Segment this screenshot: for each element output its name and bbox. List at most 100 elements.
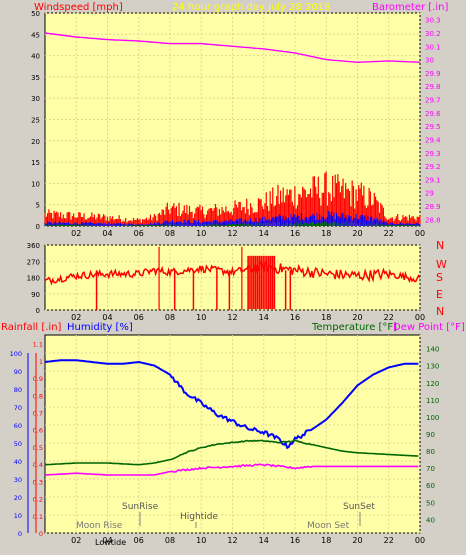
humidity-temperature-panel: 0 10 20 30 40 50 60 70 80 90 10 00 0.1 0.2 0.3 0.4 0.5 0.…	[10, 334, 439, 545]
wind-direction-panel: 0 90 180 270 360 02 04 06 08 10 12 14 16 18 20 22 00	[27, 242, 425, 322]
wind-y-tick: 20	[31, 138, 40, 146]
direction-y-tick: 360	[27, 242, 40, 250]
humidity-x-tick: 14	[259, 536, 269, 545]
direction-y-tick: 90	[31, 291, 40, 299]
humidity-y-tick: 40	[14, 458, 22, 466]
direction-x-tick: 08	[165, 313, 175, 322]
wind-y-tick: 50	[31, 10, 40, 18]
compass-e: E	[436, 288, 443, 301]
sunset-label: SunSet	[343, 502, 375, 512]
rainfall-y-tick: 0.7	[33, 409, 43, 417]
rainfall-y-tick: 0.5	[33, 444, 43, 452]
barometer-y-tick: 29.8	[425, 83, 441, 91]
wind-y-tick: 40	[31, 53, 40, 61]
series-dew-point	[44, 463, 419, 476]
barometer-y-tick: 29.7	[425, 97, 441, 105]
humidity-y-tick: 60	[14, 422, 22, 430]
series-temperature	[44, 439, 419, 466]
barometer-y-tick: 30.1	[425, 43, 441, 51]
humidity-y-tick: 70	[14, 404, 22, 412]
windspeed-label: Windspeed [mph]	[34, 2, 123, 13]
wind-y-tick: 45	[31, 31, 40, 39]
moonrise-label: Moon Rise	[76, 521, 123, 531]
humidity-label: Humidity [%]	[67, 322, 133, 333]
wind-x-tick: 20	[352, 229, 362, 238]
humidity-x-tick: 04	[102, 536, 112, 545]
wind-x-tick: 18	[321, 229, 331, 238]
temperature-y-tick: 60	[426, 482, 435, 490]
wind-direction-line	[44, 260, 421, 286]
direction-x-tick: 16	[290, 313, 300, 322]
wind-barometer-panel: 0 5 10 15 20 25 30 35 40 45 50 28.8 28.9 29 29.1 29.2 29…	[31, 10, 441, 238]
direction-x-tick: 02	[71, 313, 81, 322]
rainfall-y-tick: 0.3	[33, 478, 43, 486]
wind-x-tick: 12	[227, 229, 237, 238]
barometer-y-tick: 30.3	[425, 17, 441, 25]
sunrise-label: SunRise	[122, 502, 159, 512]
rainfall-y-tick: 0.4	[33, 461, 43, 469]
temperature-y-tick: 130	[426, 363, 439, 371]
direction-x-tick: 06	[134, 313, 144, 322]
barometer-label: Barometer [.in]	[372, 2, 448, 13]
humidity-y-tick: 20	[14, 494, 22, 502]
humidity-x-tick: 00	[415, 536, 425, 545]
humidity-y-tick: 30	[14, 476, 22, 484]
wind-x-tick: 16	[290, 229, 300, 238]
humidity-y-tick: 0	[18, 530, 22, 538]
temperature-y-tick: 140	[426, 346, 439, 354]
compass-n-bottom: N	[436, 305, 444, 318]
humidity-y-tick: 90	[14, 368, 22, 376]
humidity-x-tick: 12	[227, 536, 237, 545]
humidity-x-tick: 18	[321, 536, 331, 545]
direction-x-tick: 00	[415, 313, 425, 322]
humidity-y-tick: 80	[14, 386, 22, 394]
direction-x-tick: 22	[384, 313, 394, 322]
barometer-y-tick: 29.2	[425, 163, 441, 171]
temperature-y-tick: 80	[426, 448, 435, 456]
barometer-y-tick: 29	[425, 190, 434, 198]
barometer-y-tick: 28.9	[425, 203, 441, 211]
humidity-y-tick: 50	[14, 440, 22, 448]
humidity-x-tick: 06	[134, 536, 144, 545]
wind-x-tick: 00	[415, 229, 425, 238]
humidity-x-tick: 16	[290, 536, 300, 545]
wind-x-tick: 14	[259, 229, 269, 238]
direction-x-tick: 04	[102, 313, 112, 322]
direction-y-tick: 180	[27, 275, 40, 283]
humidity-x-tick: 10	[196, 536, 206, 545]
temperature-y-tick: 40	[426, 516, 435, 524]
humidity-y-tick: 100	[10, 350, 22, 358]
wind-y-tick: 35	[31, 74, 40, 82]
temperature-label: Temperature [°F]	[311, 322, 397, 333]
humidity-x-tick: 20	[352, 536, 362, 545]
barometer-y-tick: 30	[425, 57, 434, 65]
rainfall-y-tick: 0.2	[33, 496, 43, 504]
rainfall-y-tick: 0.8	[33, 392, 43, 400]
barometer-y-tick: 28.8	[425, 216, 441, 224]
temperature-y-tick: 50	[426, 499, 435, 507]
wind-y-tick: 30	[31, 95, 40, 103]
temperature-y-tick: 70	[426, 465, 435, 473]
lowtide-label: Lowtide	[95, 538, 126, 547]
wind-y-tick: 10	[31, 180, 40, 188]
rainfall-y-tick: 0.6	[33, 427, 43, 435]
barometer-y-tick: 29.3	[425, 150, 441, 158]
compass-w: W	[436, 258, 447, 271]
wind-x-tick: 08	[165, 229, 175, 238]
temperature-y-tick: 90	[426, 431, 435, 439]
direction-x-tick: 12	[227, 313, 237, 322]
humidity-y-tick: 10	[14, 512, 22, 520]
moonset-label: Moon Set	[307, 521, 350, 531]
temperature-y-tick: 110	[426, 397, 439, 405]
temperature-y-tick: 120	[426, 380, 439, 388]
rainfall-y-tick: 0.1	[33, 513, 43, 521]
wind-x-tick: 04	[102, 229, 112, 238]
direction-x-tick: 10	[196, 313, 206, 322]
wind-y-tick: 15	[31, 159, 40, 167]
wind-x-tick: 02	[71, 229, 81, 238]
compass-n-top: N	[436, 239, 444, 252]
humidity-x-tick: 08	[165, 536, 175, 545]
barometer-y-tick: 29.4	[425, 136, 441, 144]
wind-x-tick: 22	[384, 229, 394, 238]
